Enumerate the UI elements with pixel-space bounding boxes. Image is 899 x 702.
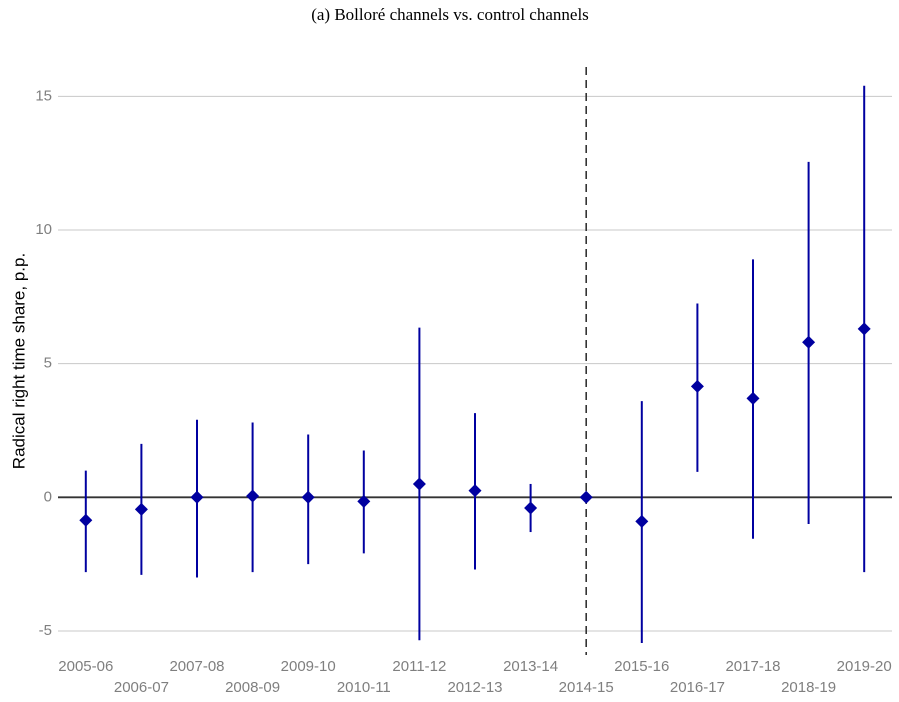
y-tick-label: 10 [35, 221, 52, 238]
y-tick-label: 15 [35, 87, 52, 104]
point [468, 484, 482, 498]
x-tick-label: 2019-20 [837, 658, 892, 675]
point [857, 322, 871, 336]
x-tick-label: 2009-10 [281, 658, 336, 675]
x-tick-label: 2007-08 [169, 658, 224, 675]
point [301, 490, 315, 504]
point [802, 335, 816, 349]
point [134, 502, 148, 516]
x-tick-label: 2008-09 [225, 679, 280, 696]
chart-title: (a) Bolloré channels vs. control channel… [311, 5, 589, 24]
y-axis-label: Radical right time share, p.p. [9, 253, 28, 469]
point [190, 490, 204, 504]
x-tick-label: 2005-06 [58, 658, 113, 675]
point [357, 494, 371, 508]
point [412, 477, 426, 491]
point [579, 490, 593, 504]
point [635, 514, 649, 528]
y-tick-label: -5 [39, 622, 52, 639]
x-tick-label: 2012-13 [447, 679, 502, 696]
x-tick-label: 2015-16 [614, 658, 669, 675]
point [524, 501, 538, 515]
y-tick-label: 0 [44, 488, 52, 505]
x-tick-label: 2011-12 [392, 658, 446, 675]
x-tick-label: 2006-07 [114, 679, 169, 696]
x-tick-label: 2016-17 [670, 679, 725, 696]
point [746, 391, 760, 405]
point [79, 513, 93, 527]
x-tick-label: 2010-11 [337, 679, 391, 696]
x-tick-label: 2013-14 [503, 658, 558, 675]
point [690, 379, 704, 393]
y-tick-label: 5 [44, 355, 52, 372]
point [246, 489, 260, 503]
x-tick-label: 2014-15 [559, 679, 614, 696]
x-tick-label: 2018-19 [781, 679, 836, 696]
x-tick-label: 2017-18 [725, 658, 780, 675]
